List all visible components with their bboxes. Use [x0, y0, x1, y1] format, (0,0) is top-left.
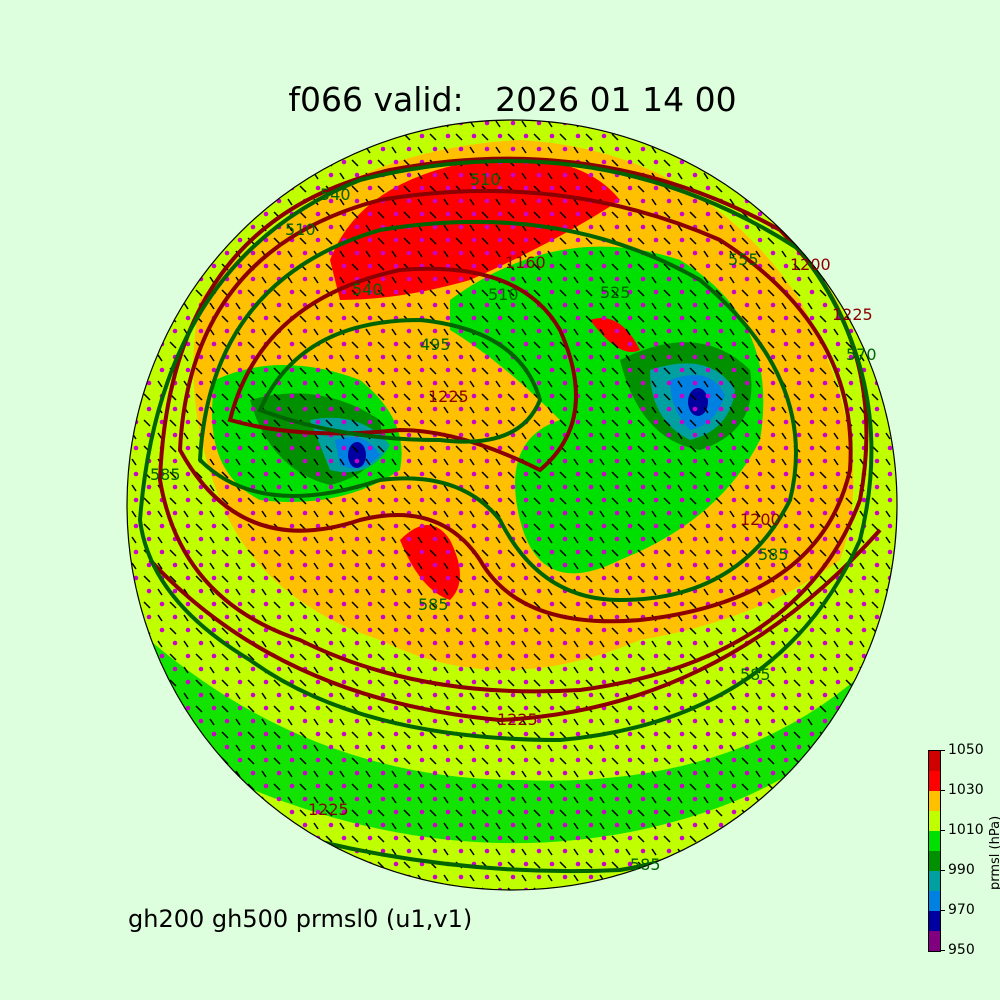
contour-label: 1225 [832, 305, 873, 324]
colorbar-bin-970 [929, 891, 940, 911]
colorbar-bin-1020 [929, 791, 940, 811]
contour-label: 1225 [497, 710, 538, 729]
colorbar-bin-990 [929, 851, 940, 871]
colorbar-bin-1030 [929, 771, 940, 791]
colorbar-bin-950 [929, 931, 940, 951]
contour-label: 525 [600, 283, 631, 302]
contour-label: 585 [758, 545, 789, 564]
chart-subtitle: gh200 gh500 prmsl0 (u1,v1) [128, 905, 473, 933]
contour-label: 1160 [505, 253, 546, 272]
colorbar-bin-960 [929, 911, 940, 931]
contour-label: 585 [630, 855, 661, 874]
contour-label: 585 [418, 595, 449, 614]
contour-label: 540 [320, 185, 351, 204]
gh200-contours [148, 156, 882, 723]
contour-label: 585 [150, 465, 181, 484]
contour-label: 555 [728, 250, 759, 269]
contour-label: 585 [740, 665, 771, 684]
contour-label: 510 [488, 285, 519, 304]
contour-label: 570 [846, 345, 877, 364]
colorbar-bin-1040 [929, 751, 940, 771]
colorbar-tick: 970 [941, 902, 975, 918]
globe-outline [126, 119, 898, 891]
colorbar-bin-1010 [929, 811, 940, 831]
contour-label: 1200 [790, 255, 831, 274]
contour-labels: 510 540 495 525 585 585 585 585 585 510 … [150, 170, 877, 874]
contour-label: 1200 [740, 510, 781, 529]
contour-label: 510 [285, 220, 316, 239]
colorbar-tick: 1050 [941, 742, 984, 758]
contour-label: 495 [420, 335, 451, 354]
colorbar-tick: 1030 [941, 782, 984, 798]
colorbar-label: prmsl (hPa) [988, 815, 1000, 890]
chart-title: f066 valid: 2026 01 14 00 [288, 80, 737, 119]
contour-label: 540 [352, 280, 383, 299]
colorbar-bin-1000 [929, 831, 940, 851]
colorbar [928, 750, 941, 952]
contour-label: 1225 [308, 800, 349, 819]
colorbar-tick: 950 [941, 942, 975, 958]
colorbar-tick: 1010 [941, 822, 984, 838]
contour-label: 1225 [428, 387, 469, 406]
colorbar-bin-980 [929, 871, 940, 891]
colorbar-tick: 990 [941, 862, 975, 878]
contour-label: 510 [470, 170, 501, 189]
